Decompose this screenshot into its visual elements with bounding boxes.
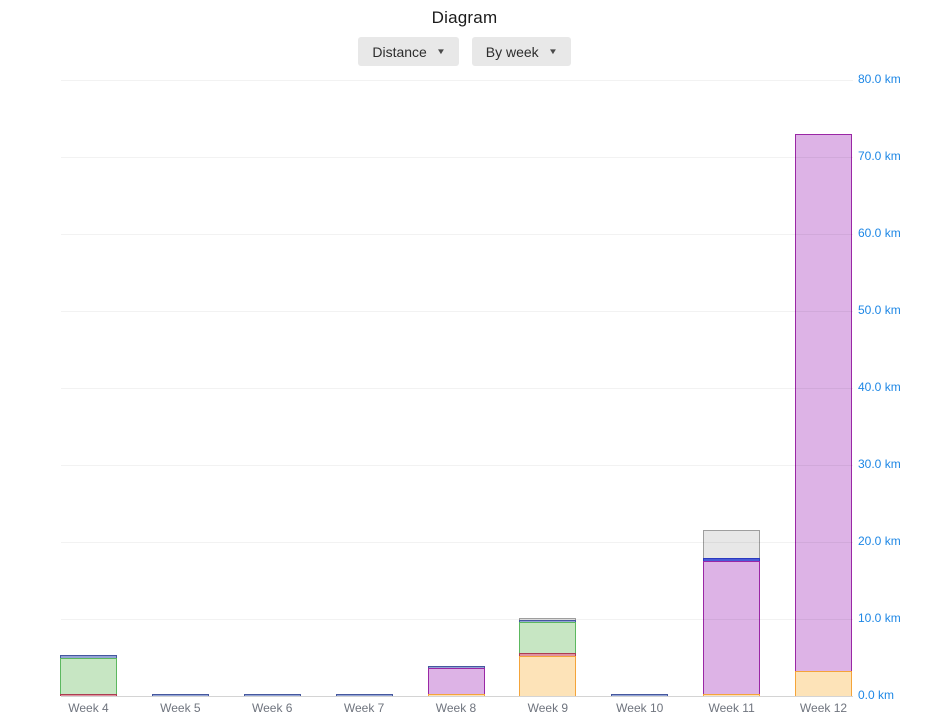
metric-dropdown[interactable]: Distance ▼ — [358, 37, 459, 66]
metric-dropdown-label: Distance — [372, 43, 427, 60]
chevron-down-icon: ▼ — [547, 46, 558, 56]
grid-line — [61, 464, 853, 466]
bar-segment-slate-blue[interactable] — [611, 693, 669, 696]
x-tick-label: Week 9 — [527, 701, 569, 715]
bar-segment-purple[interactable] — [795, 133, 852, 672]
y-tick-label: 20.0 km — [858, 534, 901, 548]
x-tick-label: Week 5 — [160, 701, 201, 715]
x-tick-label: Week 6 — [252, 701, 293, 715]
bar-segment-orange[interactable] — [519, 655, 577, 696]
y-tick-label: 60.0 km — [858, 226, 901, 240]
bar-segment-red[interactable] — [60, 693, 117, 696]
bar-segment-orange[interactable] — [795, 671, 852, 696]
stacked-bar-chart[interactable]: Week 4 Week 5 Week 6 Week 7 Week 8 Week 9 Week… — [60, 72, 901, 715]
bar-segment-purple[interactable] — [703, 561, 761, 694]
y-tick-label: 40.0 km — [858, 380, 901, 394]
bar-segment-slate-blue[interactable] — [427, 665, 485, 669]
bar-segment-gray[interactable] — [703, 530, 761, 559]
x-tick-label: Week 12 — [799, 701, 848, 715]
bar-segment-slate-blue[interactable] — [243, 693, 301, 696]
chevron-down-icon: ▼ — [435, 46, 446, 56]
y-tick-label: 70.0 km — [858, 149, 901, 163]
bar-segment-orange[interactable] — [703, 693, 761, 696]
x-tick-label: Week 8 — [435, 701, 477, 715]
x-tick-label: Week 4 — [68, 701, 109, 715]
x-tick-label: Week 10 — [616, 701, 664, 715]
chart-controls: Distance ▼ By week ▼ — [0, 37, 929, 66]
bar-segment-slate-blue[interactable] — [519, 619, 577, 623]
x-tick-label: Week 11 — [708, 701, 755, 715]
page-title: Diagram — [431, 8, 498, 27]
y-tick-label: 0.0 km — [858, 688, 895, 702]
bar-segment-slate-blue[interactable] — [60, 655, 117, 658]
bar-segment-green[interactable] — [60, 657, 117, 694]
bar-segment-royal-blue[interactable] — [703, 558, 761, 562]
grid-line — [61, 79, 853, 81]
bar-segment-purple[interactable] — [427, 668, 485, 695]
period-dropdown[interactable]: By week ▼ — [471, 37, 571, 66]
y-tick-label: 80.0 km — [858, 72, 901, 86]
bar-segment-green[interactable] — [519, 622, 577, 653]
y-tick-label: 50.0 km — [858, 303, 901, 317]
bar-segment-slate-blue[interactable] — [151, 693, 209, 696]
grid-line — [61, 310, 853, 312]
bar-segment-gray[interactable] — [519, 618, 577, 620]
y-tick-label: 30.0 km — [858, 457, 901, 471]
x-axis-line — [61, 695, 853, 697]
bar-segment-red[interactable] — [519, 652, 577, 656]
grid-line — [61, 233, 853, 235]
grid-line — [61, 387, 853, 389]
y-tick-label: 10.0 km — [858, 611, 901, 625]
x-tick-label: Week 7 — [343, 701, 385, 715]
period-dropdown-label: By week — [485, 43, 539, 60]
bar-segment-orange[interactable] — [427, 694, 485, 696]
bar-segment-slate-blue[interactable] — [335, 693, 393, 696]
grid-line — [61, 156, 853, 158]
